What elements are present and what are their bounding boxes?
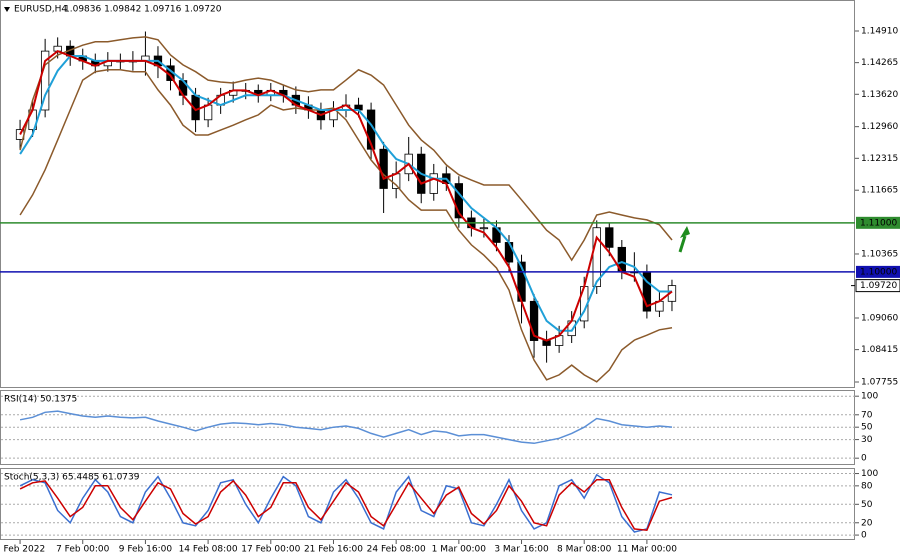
candle-body bbox=[40, 50, 50, 111]
annotation-arrow bbox=[678, 226, 690, 253]
indicator-line bbox=[19, 69, 673, 383]
x-tick-label: 7 Feb 00:00 bbox=[56, 545, 110, 555]
y-tick-label: 1.13620 bbox=[861, 90, 898, 100]
y-tick-label: 1.12960 bbox=[861, 122, 898, 132]
candle-body bbox=[529, 300, 539, 341]
indicator-line bbox=[19, 36, 673, 262]
indicator-line bbox=[19, 49, 673, 342]
indicator-line bbox=[19, 410, 673, 445]
candle-body bbox=[479, 227, 489, 230]
y-tick-label: 30 bbox=[861, 435, 873, 445]
y-tick-label: 1.12315 bbox=[861, 154, 898, 164]
y-tick-label: 1.09060 bbox=[861, 313, 898, 323]
candle-body bbox=[391, 173, 401, 189]
y-tick-label: 1.11665 bbox=[861, 186, 898, 196]
y-tick-label: 80 bbox=[861, 481, 873, 491]
level-label: 1.10000 bbox=[860, 267, 897, 277]
candle-body bbox=[605, 227, 614, 248]
ohlc-text: 1.09836 1.09842 1.09716 1.09720 bbox=[64, 5, 222, 15]
y-tick-label: 100 bbox=[861, 392, 878, 402]
indicator-line bbox=[19, 473, 673, 533]
indicator-line bbox=[19, 478, 673, 532]
last-price-box bbox=[855, 279, 900, 293]
menu-triangle bbox=[4, 7, 10, 12]
last-price-label: 1.09720 bbox=[860, 281, 897, 291]
y-tick-label: 50 bbox=[861, 500, 873, 510]
x-tick-label: 24 Feb 08:00 bbox=[367, 545, 426, 555]
y-tick-label: 1.14910 bbox=[861, 27, 898, 37]
y-tick-label: 0 bbox=[861, 454, 867, 464]
candle-body bbox=[429, 173, 438, 194]
x-tick-label: 2 Feb 2022 bbox=[0, 545, 45, 555]
level-label: 1.11000 bbox=[860, 218, 897, 228]
x-tick-label: 9 Feb 16:00 bbox=[119, 545, 173, 555]
x-tick-label: 17 Feb 00:00 bbox=[241, 545, 300, 555]
candle-body bbox=[454, 183, 464, 219]
candle-body bbox=[203, 104, 213, 121]
y-tick-label: 0 bbox=[861, 531, 867, 541]
candle-body bbox=[592, 227, 601, 287]
y-tick-label: 1.14265 bbox=[861, 58, 898, 68]
arrow-shaft bbox=[678, 235, 687, 253]
panel-title: RSI(14) 50.1375 bbox=[4, 395, 77, 405]
x-tick-label: 14 Feb 08:00 bbox=[179, 545, 238, 555]
panel-title: Stoch(5,3,3) 65.4485 61.0739 bbox=[4, 473, 140, 483]
y-tick-label: 1.10365 bbox=[861, 249, 898, 259]
arrow-head bbox=[680, 226, 690, 238]
main-panel bbox=[0, 0, 855, 388]
x-tick-label: 1 Mar 00:00 bbox=[432, 545, 487, 555]
y-tick-label: 70 bbox=[861, 410, 873, 420]
x-tick-label: 3 Mar 16:00 bbox=[494, 545, 549, 555]
x-tick-label: 21 Feb 16:00 bbox=[304, 545, 363, 555]
x-tick-label: 11 Mar 00:00 bbox=[617, 545, 677, 555]
y-tick-label: 50 bbox=[861, 423, 873, 433]
y-tick-label: 1.07755 bbox=[861, 378, 898, 388]
y-tick-label: 1.08415 bbox=[861, 345, 898, 355]
panel-title: EURUSD,H4 bbox=[14, 5, 67, 15]
y-tick-label: 100 bbox=[861, 469, 878, 479]
level-label-box bbox=[856, 216, 900, 229]
x-tick-label: 8 Mar 08:00 bbox=[557, 545, 612, 555]
level-label-box bbox=[856, 265, 900, 278]
y-tick-label: 20 bbox=[861, 518, 873, 528]
